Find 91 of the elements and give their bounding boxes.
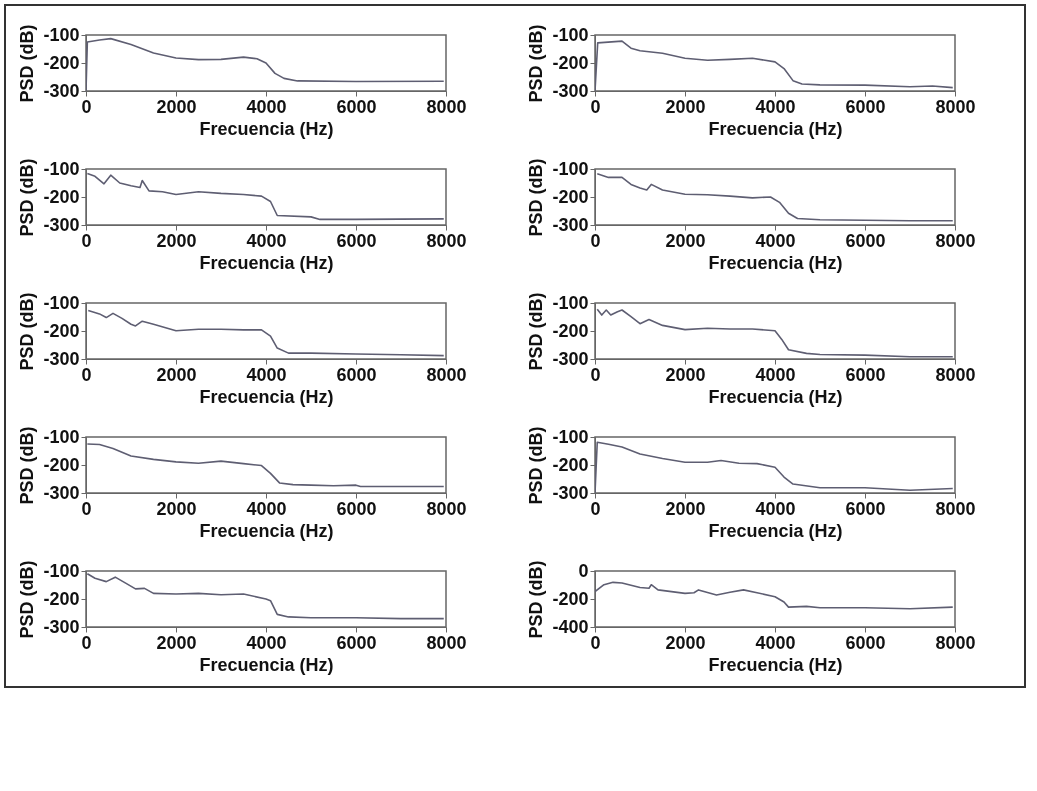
x-tick-label: 2000: [156, 230, 197, 251]
x-tick-label: 2000: [156, 632, 197, 653]
x-axis-title: Frecuencia (Hz): [708, 252, 843, 273]
x-tick-label: 4000: [246, 230, 287, 251]
x-axis-title: Frecuencia (Hz): [708, 520, 843, 541]
x-tick-label: 6000: [845, 96, 886, 117]
x-tick-label: 6000: [845, 632, 886, 653]
y-tick-label: -200: [43, 320, 80, 341]
x-tick-label: 2000: [156, 96, 197, 117]
y-tick-label: -100: [552, 292, 589, 313]
x-tick-label: 6000: [336, 498, 377, 519]
x-tick-label: 8000: [935, 96, 976, 117]
y-tick-label: -300: [552, 80, 589, 101]
y-tick-label: -100: [43, 158, 80, 179]
x-tick-label: 6000: [336, 96, 377, 117]
x-tick-label: 6000: [845, 230, 886, 251]
y-tick-label: -300: [43, 616, 80, 637]
y-tick-label: -200: [552, 52, 589, 73]
y-tick-label: -200: [552, 454, 589, 475]
x-tick-label: 6000: [845, 364, 886, 385]
line-series: [596, 172, 954, 222]
y-axis-title: PSD (dB): [526, 292, 547, 371]
x-tick-label: 4000: [755, 632, 796, 653]
x-tick-label: 2000: [665, 632, 706, 653]
y-axis-title: PSD (dB): [17, 426, 38, 505]
y-axis-title: PSD (dB): [526, 560, 547, 639]
y-tick-label: -300: [43, 348, 80, 369]
x-tick-label: 2000: [665, 96, 706, 117]
y-tick-label: -400: [552, 616, 589, 637]
x-axis-title: Frecuencia (Hz): [199, 386, 334, 407]
x-axis-title: Frecuencia (Hz): [199, 252, 334, 273]
y-axis-title: PSD (dB): [526, 24, 547, 103]
x-tick-label: 2000: [665, 364, 706, 385]
x-tick-label: 8000: [935, 230, 976, 251]
x-axis-title: Frecuencia (Hz): [708, 118, 843, 139]
x-tick-label: 4000: [755, 364, 796, 385]
y-tick-label: -200: [552, 186, 589, 207]
x-tick-label: 8000: [426, 230, 467, 251]
y-axis-title: PSD (dB): [17, 158, 38, 237]
y-tick-label: -100: [552, 158, 589, 179]
x-axis-title: Frecuencia (Hz): [199, 654, 334, 675]
y-tick-label: -300: [43, 482, 80, 503]
x-tick-label: 2000: [665, 230, 706, 251]
x-tick-label: 8000: [426, 498, 467, 519]
x-tick-label: 4000: [246, 498, 287, 519]
y-tick-label: -300: [43, 214, 80, 235]
y-tick-label: 0: [578, 560, 589, 581]
x-axis-title: Frecuencia (Hz): [199, 118, 334, 139]
x-tick-label: 8000: [935, 632, 976, 653]
y-tick-label: -300: [552, 482, 589, 503]
x-tick-label: 4000: [755, 498, 796, 519]
x-axis-title: Frecuencia (Hz): [708, 386, 843, 407]
x-tick-label: 8000: [426, 364, 467, 385]
x-tick-label: 4000: [755, 96, 796, 117]
x-axis-title: Frecuencia (Hz): [708, 654, 843, 675]
y-tick-label: -200: [43, 52, 80, 73]
x-tick-label: 8000: [426, 96, 467, 117]
x-tick-label: 2000: [156, 498, 197, 519]
x-tick-label: 4000: [246, 632, 287, 653]
y-axis-title: PSD (dB): [526, 426, 547, 505]
y-axis-title: PSD (dB): [17, 560, 38, 639]
y-tick-label: -300: [552, 348, 589, 369]
x-tick-label: 6000: [336, 632, 377, 653]
y-tick-label: -200: [43, 186, 80, 207]
y-tick-label: -300: [43, 80, 80, 101]
y-axis-title: PSD (dB): [17, 24, 38, 103]
x-tick-label: 6000: [845, 498, 886, 519]
y-tick-label: -100: [43, 24, 80, 45]
y-tick-label: -100: [43, 560, 80, 581]
y-tick-label: -200: [552, 320, 589, 341]
x-tick-label: 2000: [665, 498, 706, 519]
y-tick-label: -100: [552, 24, 589, 45]
y-axis-title: PSD (dB): [17, 292, 38, 371]
y-tick-label: -200: [43, 588, 80, 609]
x-axis-title: Frecuencia (Hz): [199, 520, 334, 541]
y-tick-label: -100: [552, 426, 589, 447]
x-tick-label: 4000: [755, 230, 796, 251]
y-tick-label: -100: [43, 426, 80, 447]
y-tick-label: -100: [43, 292, 80, 313]
x-tick-label: 8000: [935, 498, 976, 519]
x-tick-label: 6000: [336, 364, 377, 385]
y-tick-label: -200: [552, 588, 589, 609]
x-tick-label: 4000: [246, 96, 287, 117]
y-axis-title: PSD (dB): [526, 158, 547, 237]
x-tick-label: 6000: [336, 230, 377, 251]
x-tick-label: 4000: [246, 364, 287, 385]
x-tick-label: 8000: [935, 364, 976, 385]
y-tick-label: -200: [43, 454, 80, 475]
x-tick-label: 8000: [426, 632, 467, 653]
y-tick-label: -300: [552, 214, 589, 235]
x-tick-label: 2000: [156, 364, 197, 385]
